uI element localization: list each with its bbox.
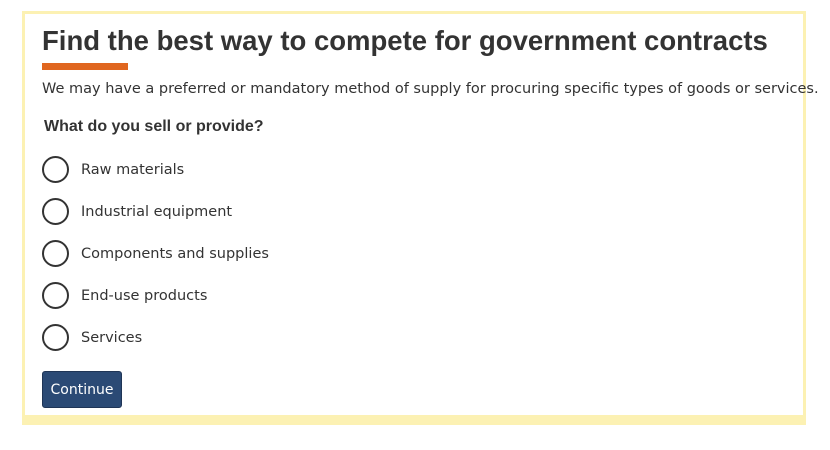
radio-button-services[interactable]: [42, 324, 69, 351]
intro-text: We may have a preferred or mandatory met…: [42, 81, 819, 97]
option-industrial-equipment[interactable]: Industrial equipment: [42, 198, 232, 225]
option-label: Raw materials: [81, 161, 185, 178]
radio-button-industrial-equipment[interactable]: [42, 198, 69, 225]
page-title: Find the best way to compete for governm…: [42, 25, 768, 56]
option-services[interactable]: Services: [42, 324, 142, 351]
radio-button-end-use-products[interactable]: [42, 282, 69, 309]
option-components-and-supplies[interactable]: Components and supplies: [42, 240, 269, 267]
option-end-use-products[interactable]: End-use products: [42, 282, 207, 309]
option-label: Components and supplies: [81, 245, 269, 262]
option-raw-materials[interactable]: Raw materials: [42, 156, 184, 183]
title-accent-bar: [42, 63, 128, 70]
option-label: End-use products: [81, 287, 208, 304]
continue-button[interactable]: Continue: [42, 371, 122, 408]
radio-button-raw-materials[interactable]: [42, 156, 69, 183]
question-legend: What do you sell or provide?: [44, 118, 264, 135]
contract-finder-panel: Find the best way to compete for governm…: [22, 11, 819, 425]
option-label: Services: [81, 329, 143, 346]
option-label: Industrial equipment: [81, 203, 233, 220]
radio-button-components-and-supplies[interactable]: [42, 240, 69, 267]
